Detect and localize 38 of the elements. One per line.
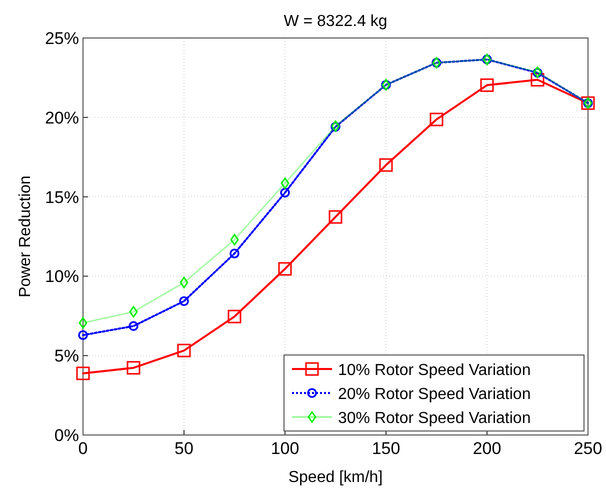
x-tick-label: 100 bbox=[270, 439, 300, 458]
x-tick-label: 0 bbox=[78, 439, 88, 458]
point bbox=[278, 262, 292, 276]
x-tick-label: 200 bbox=[472, 439, 502, 458]
point bbox=[230, 234, 239, 246]
x-tick-label: 50 bbox=[174, 439, 194, 458]
point bbox=[379, 158, 393, 172]
point bbox=[78, 330, 88, 340]
x-tick-label: 250 bbox=[574, 439, 602, 458]
y-axis-title: Power Reduction bbox=[17, 176, 34, 298]
y-tick-label: 25% bbox=[44, 29, 79, 48]
y-tick-label: 0% bbox=[54, 426, 79, 445]
legend-label: 10% Rotor Speed Variation bbox=[338, 362, 531, 379]
legend-label: 20% Rotor Speed Variation bbox=[338, 386, 531, 403]
point bbox=[480, 78, 494, 92]
point bbox=[280, 178, 290, 190]
point bbox=[280, 188, 290, 198]
y-tick-label: 20% bbox=[44, 108, 79, 128]
point bbox=[530, 73, 544, 87]
point bbox=[179, 296, 189, 306]
point bbox=[128, 321, 138, 331]
point bbox=[126, 361, 140, 375]
point bbox=[230, 248, 240, 258]
point bbox=[228, 310, 242, 324]
y-tick-label: 10% bbox=[44, 267, 79, 286]
point bbox=[129, 306, 138, 318]
point bbox=[76, 366, 90, 380]
x-tick-label: 150 bbox=[372, 439, 400, 458]
point bbox=[78, 317, 88, 329]
y-tick-label: 15% bbox=[44, 188, 79, 207]
chart-title: W = 8322.4 kg bbox=[284, 13, 388, 30]
point bbox=[177, 344, 191, 358]
point bbox=[328, 210, 342, 224]
point bbox=[180, 276, 188, 288]
legend-label: 30% Rotor Speed Variation bbox=[338, 410, 531, 427]
x-axis-title: Speed [km/h] bbox=[288, 469, 383, 486]
point bbox=[430, 112, 444, 126]
y-tick-label: 5% bbox=[54, 346, 79, 366]
